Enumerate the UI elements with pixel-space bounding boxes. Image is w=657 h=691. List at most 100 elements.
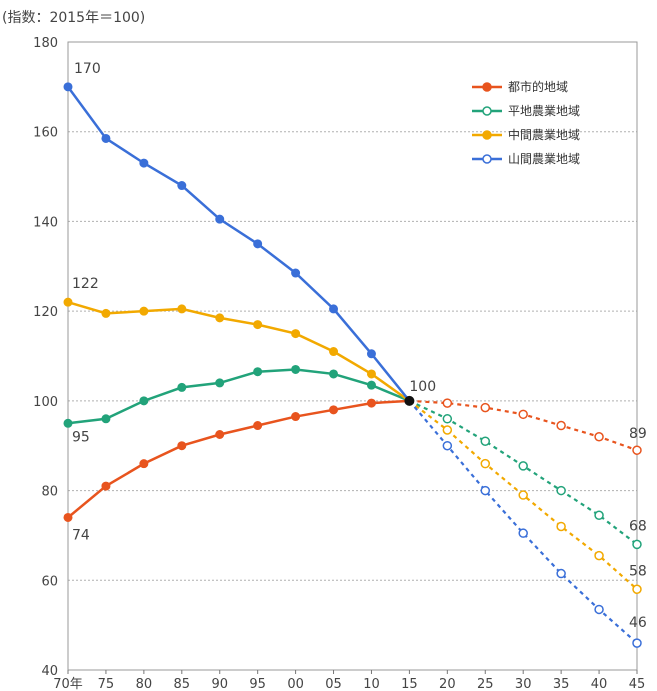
data-point	[253, 367, 263, 377]
data-point	[329, 347, 339, 357]
data-point	[63, 418, 73, 428]
data-point	[366, 369, 376, 379]
series	[63, 82, 642, 648]
projected-point	[518, 490, 528, 500]
legend-item: 中間農業地域	[472, 127, 580, 142]
series-projection-line	[408, 399, 638, 546]
projected-point	[632, 638, 642, 648]
projected-point	[594, 550, 604, 561]
data-point	[177, 382, 187, 392]
projected-point	[632, 445, 642, 455]
data-point	[291, 364, 301, 374]
series	[63, 364, 642, 550]
legend-item: 山間農業地域	[472, 152, 580, 166]
data-point	[139, 158, 149, 168]
chart-unit-label: (指数：2015年＝100)	[2, 10, 146, 26]
projected-point	[556, 420, 566, 431]
legend-label: 都市的地域	[508, 79, 568, 94]
data-point	[63, 82, 73, 92]
grid-lines	[68, 131, 637, 581]
projected-point	[632, 584, 642, 595]
y-tick-label: 120	[33, 305, 58, 320]
data-label: 100	[409, 379, 436, 395]
data-label: 74	[72, 527, 90, 543]
data-point	[139, 459, 149, 469]
data-point	[366, 349, 376, 359]
projected-point	[556, 568, 566, 579]
projected-point	[480, 458, 491, 469]
y-tick-label: 80	[41, 485, 58, 500]
data-point	[366, 380, 376, 390]
legend-label: 中間農業地域	[508, 127, 580, 142]
data-label: 95	[72, 429, 90, 445]
projected-point	[480, 436, 491, 446]
data-point	[177, 181, 187, 191]
y-tick-label: 160	[33, 126, 58, 141]
projected-point	[594, 431, 604, 442]
legend-item: 平地農業地域	[472, 104, 580, 118]
data-point	[366, 398, 376, 408]
x-tick-label: 45	[629, 677, 646, 691]
x-tick-label: 40	[591, 677, 608, 691]
data-point	[291, 412, 301, 422]
data-label: 58	[629, 563, 647, 579]
series-line	[67, 300, 411, 402]
data-point	[63, 512, 73, 522]
legend-swatch-marker	[482, 154, 492, 164]
data-label: 170	[74, 61, 101, 77]
series-projection-line	[409, 399, 638, 452]
data-label: 68	[629, 518, 647, 534]
x-tick-label: 75	[98, 677, 115, 691]
data-point	[101, 481, 111, 491]
projected-point	[480, 402, 491, 413]
projected-point	[518, 461, 528, 471]
projected-point	[556, 485, 566, 496]
y-tick-label: 60	[41, 574, 58, 589]
legend-label: 山間農業地域	[508, 152, 580, 166]
projected-point	[594, 510, 604, 520]
x-tick-label: 15	[401, 677, 418, 691]
x-tick-label: 30	[515, 677, 532, 691]
data-point	[101, 133, 111, 143]
x-tick-label: 00	[287, 677, 304, 691]
projected-point	[442, 440, 453, 451]
data-point	[329, 304, 339, 314]
data-label: 46	[629, 615, 647, 631]
legend-label: 平地農業地域	[508, 104, 580, 118]
series	[63, 297, 642, 595]
data-point	[177, 304, 187, 314]
x-tick-label: 25	[477, 677, 494, 691]
projected-point	[442, 414, 453, 424]
y-axis-ticks: 40 60 80 100 120 140 160 180	[33, 36, 58, 679]
data-point	[215, 214, 225, 224]
projected-point	[480, 485, 491, 496]
x-tick-label: 70年	[53, 677, 83, 691]
data-point	[253, 421, 263, 431]
data-point	[139, 396, 149, 406]
base-point	[404, 395, 415, 406]
data-point	[291, 329, 301, 339]
legend-swatch-marker	[482, 82, 492, 92]
legend-item: 都市的地域	[472, 79, 568, 94]
series-line	[67, 399, 410, 519]
projected-point	[442, 398, 453, 408]
y-tick-label: 100	[33, 395, 58, 410]
data-point	[253, 239, 263, 249]
data-point	[177, 441, 187, 451]
data-point	[101, 308, 111, 318]
data-labels: 170 122 95 74 100 89 68 58 46	[72, 61, 647, 631]
x-tick-label: 80	[136, 677, 153, 691]
y-tick-label: 140	[33, 215, 58, 230]
y-tick-label: 40	[41, 664, 58, 679]
data-point	[215, 430, 225, 439]
series-line	[66, 86, 411, 402]
projected-point	[632, 539, 642, 550]
data-point	[329, 369, 339, 379]
data-label: 122	[72, 276, 99, 292]
data-point	[329, 405, 339, 415]
data-point	[215, 378, 225, 388]
projected-point	[518, 409, 528, 420]
x-tick-label: 35	[553, 677, 570, 691]
